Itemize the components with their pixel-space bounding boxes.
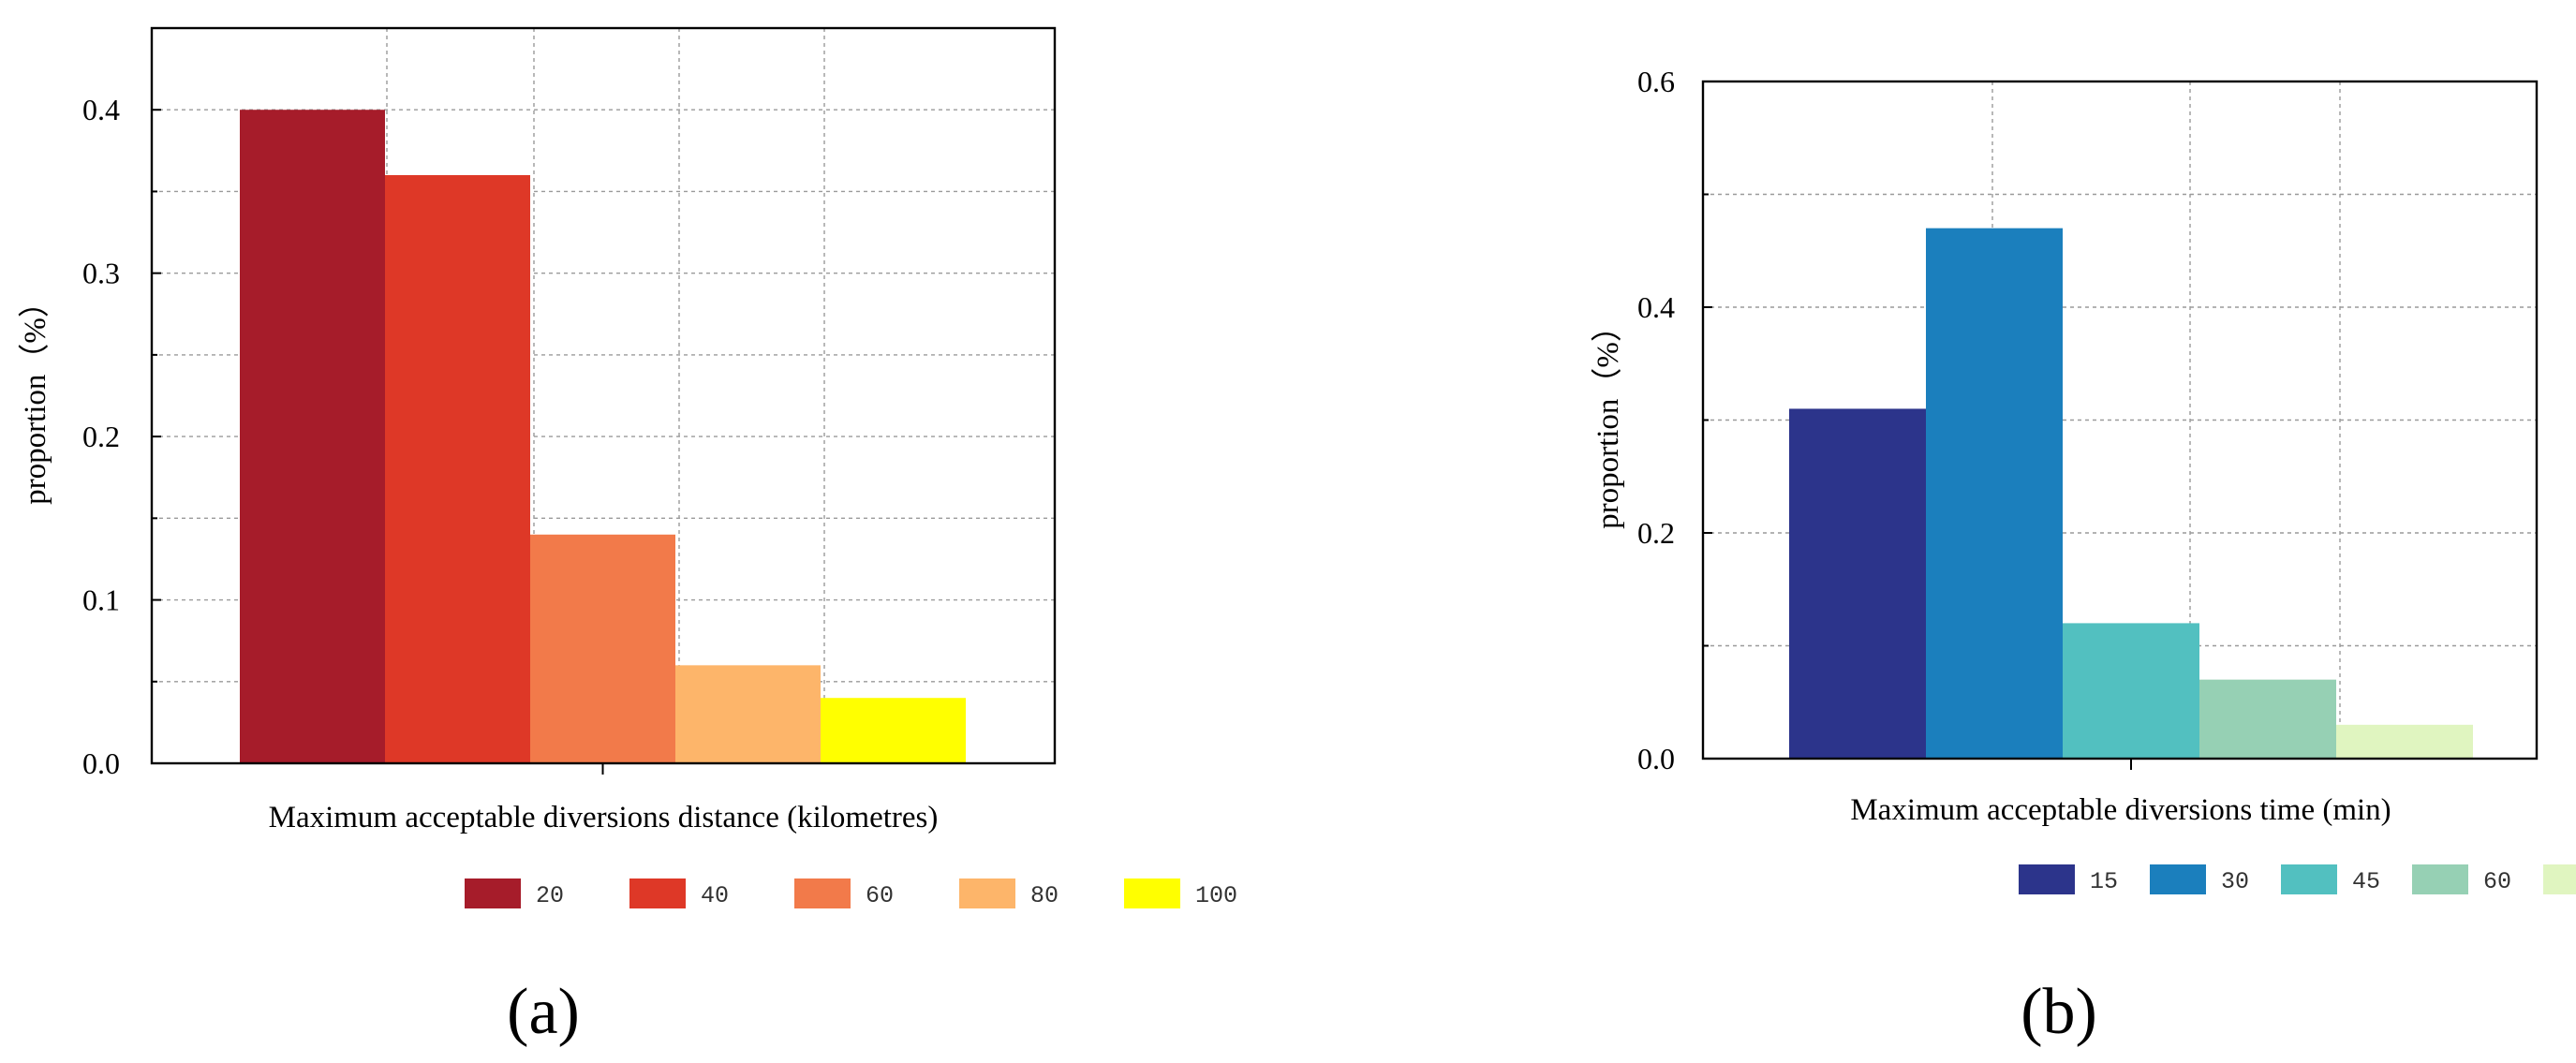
x-axis-label: Maximum acceptable diversions distance (… <box>269 801 939 834</box>
legend-label-100: 100 <box>1195 882 1237 909</box>
legend-label-20: 20 <box>536 882 564 909</box>
bar-20 <box>240 110 385 763</box>
y-tick-label: 0.3 <box>82 257 120 290</box>
bar-60 <box>2199 679 2336 759</box>
y-axis-label: proportion（%） <box>1591 311 1625 529</box>
y-tick-label: 0.4 <box>82 93 120 126</box>
bar-75 <box>2336 724 2473 759</box>
legend-swatch-80 <box>959 878 1015 908</box>
y-tick-label: 0.0 <box>82 746 120 780</box>
legend-label-60: 60 <box>866 882 894 909</box>
y-axis-label: proportion（%） <box>19 287 52 505</box>
legend-swatch-75 <box>2543 864 2576 894</box>
legend-label-80: 80 <box>1030 882 1059 909</box>
panel-label: (b) <box>2021 976 2097 1048</box>
legend-swatch-30 <box>2150 864 2206 894</box>
y-tick-label: 0.4 <box>1637 290 1675 324</box>
bar-80 <box>675 665 821 763</box>
legend-label-40: 40 <box>701 882 729 909</box>
chart-b: 0.0 0.2 0.4 0.6 proportion（%） Maximum accepta… <box>1591 65 2576 1048</box>
panel-label: (a) <box>507 976 580 1048</box>
bar-40 <box>385 175 530 763</box>
y-tick-label: 0.2 <box>82 420 120 453</box>
x-axis-label: Maximum acceptable diversions time (min) <box>1850 793 2391 827</box>
bar-15 <box>1789 408 1926 759</box>
y-tick-label: 0.1 <box>82 583 120 617</box>
bar-30 <box>1926 228 2063 759</box>
legend-swatch-45 <box>2281 864 2337 894</box>
y-tick-label: 0.0 <box>1637 742 1675 775</box>
bar-60 <box>530 534 675 763</box>
y-tick-label: 0.6 <box>1637 65 1675 98</box>
y-tick-label: 0.2 <box>1637 516 1675 550</box>
legend-swatch-40 <box>629 878 686 908</box>
legend-label-30: 30 <box>2221 868 2249 895</box>
bar-45 <box>2063 623 2199 759</box>
legend-swatch-20 <box>465 878 521 908</box>
legend-label-45: 45 <box>2352 868 2380 895</box>
legend-swatch-60 <box>794 878 851 908</box>
legend-swatch-15 <box>2019 864 2075 894</box>
legend-swatch-60 <box>2412 864 2468 894</box>
legend-label-60: 60 <box>2483 868 2511 895</box>
legend-label-15: 15 <box>2090 868 2118 895</box>
legend-swatch-100 <box>1124 878 1180 908</box>
chart-a: 0.0 0.1 0.2 0.3 0.4 proportion（%） Maximum acce… <box>19 26 1237 1048</box>
bar-100 <box>821 698 966 763</box>
